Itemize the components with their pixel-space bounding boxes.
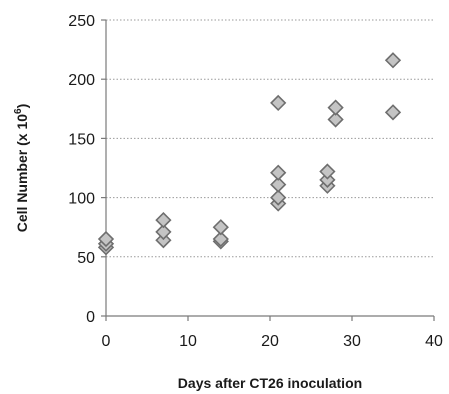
tick-labels: 0 50 100 150 200 250 0 10 20 30 40 — [68, 13, 443, 350]
x-tick-label: 0 — [102, 333, 111, 350]
data-point — [155, 211, 172, 229]
data-point — [319, 163, 336, 180]
y-tick-label: 250 — [68, 13, 95, 30]
data-point — [212, 230, 229, 248]
y-tick-label: 200 — [68, 72, 95, 89]
data-point — [384, 52, 402, 69]
y-axis-title-main: Cell Number (x 10 — [14, 114, 30, 232]
data-point — [155, 223, 172, 241]
data-point — [270, 189, 287, 206]
data-point — [97, 230, 115, 248]
gridlines — [106, 19, 434, 258]
data-point — [270, 164, 287, 181]
x-tick-label: 20 — [261, 333, 279, 350]
data-point — [327, 99, 344, 116]
y-axis-title-superscript: 6 — [13, 108, 24, 114]
data-point — [155, 232, 172, 249]
axes — [101, 19, 435, 321]
y-tick-label: 50 — [77, 250, 95, 267]
data-point — [327, 111, 344, 128]
y-tick-label: 0 — [86, 309, 95, 326]
data-point — [270, 94, 287, 112]
x-tick-label: 40 — [425, 333, 443, 350]
data-point — [384, 104, 402, 121]
y-axis-title-suffix: ) — [14, 104, 30, 109]
data-point — [270, 176, 287, 193]
y-axis-title: Cell Number (x 106) — [13, 104, 30, 233]
x-axis-title: Days after CT26 inoculation — [178, 375, 362, 391]
y-tick-label: 150 — [68, 131, 95, 148]
x-tick-label: 10 — [179, 333, 197, 350]
data-point — [319, 171, 336, 188]
y-tick-label: 100 — [68, 191, 95, 208]
data-point — [212, 219, 229, 236]
x-tick-label: 30 — [343, 333, 361, 350]
data-points — [97, 52, 402, 256]
